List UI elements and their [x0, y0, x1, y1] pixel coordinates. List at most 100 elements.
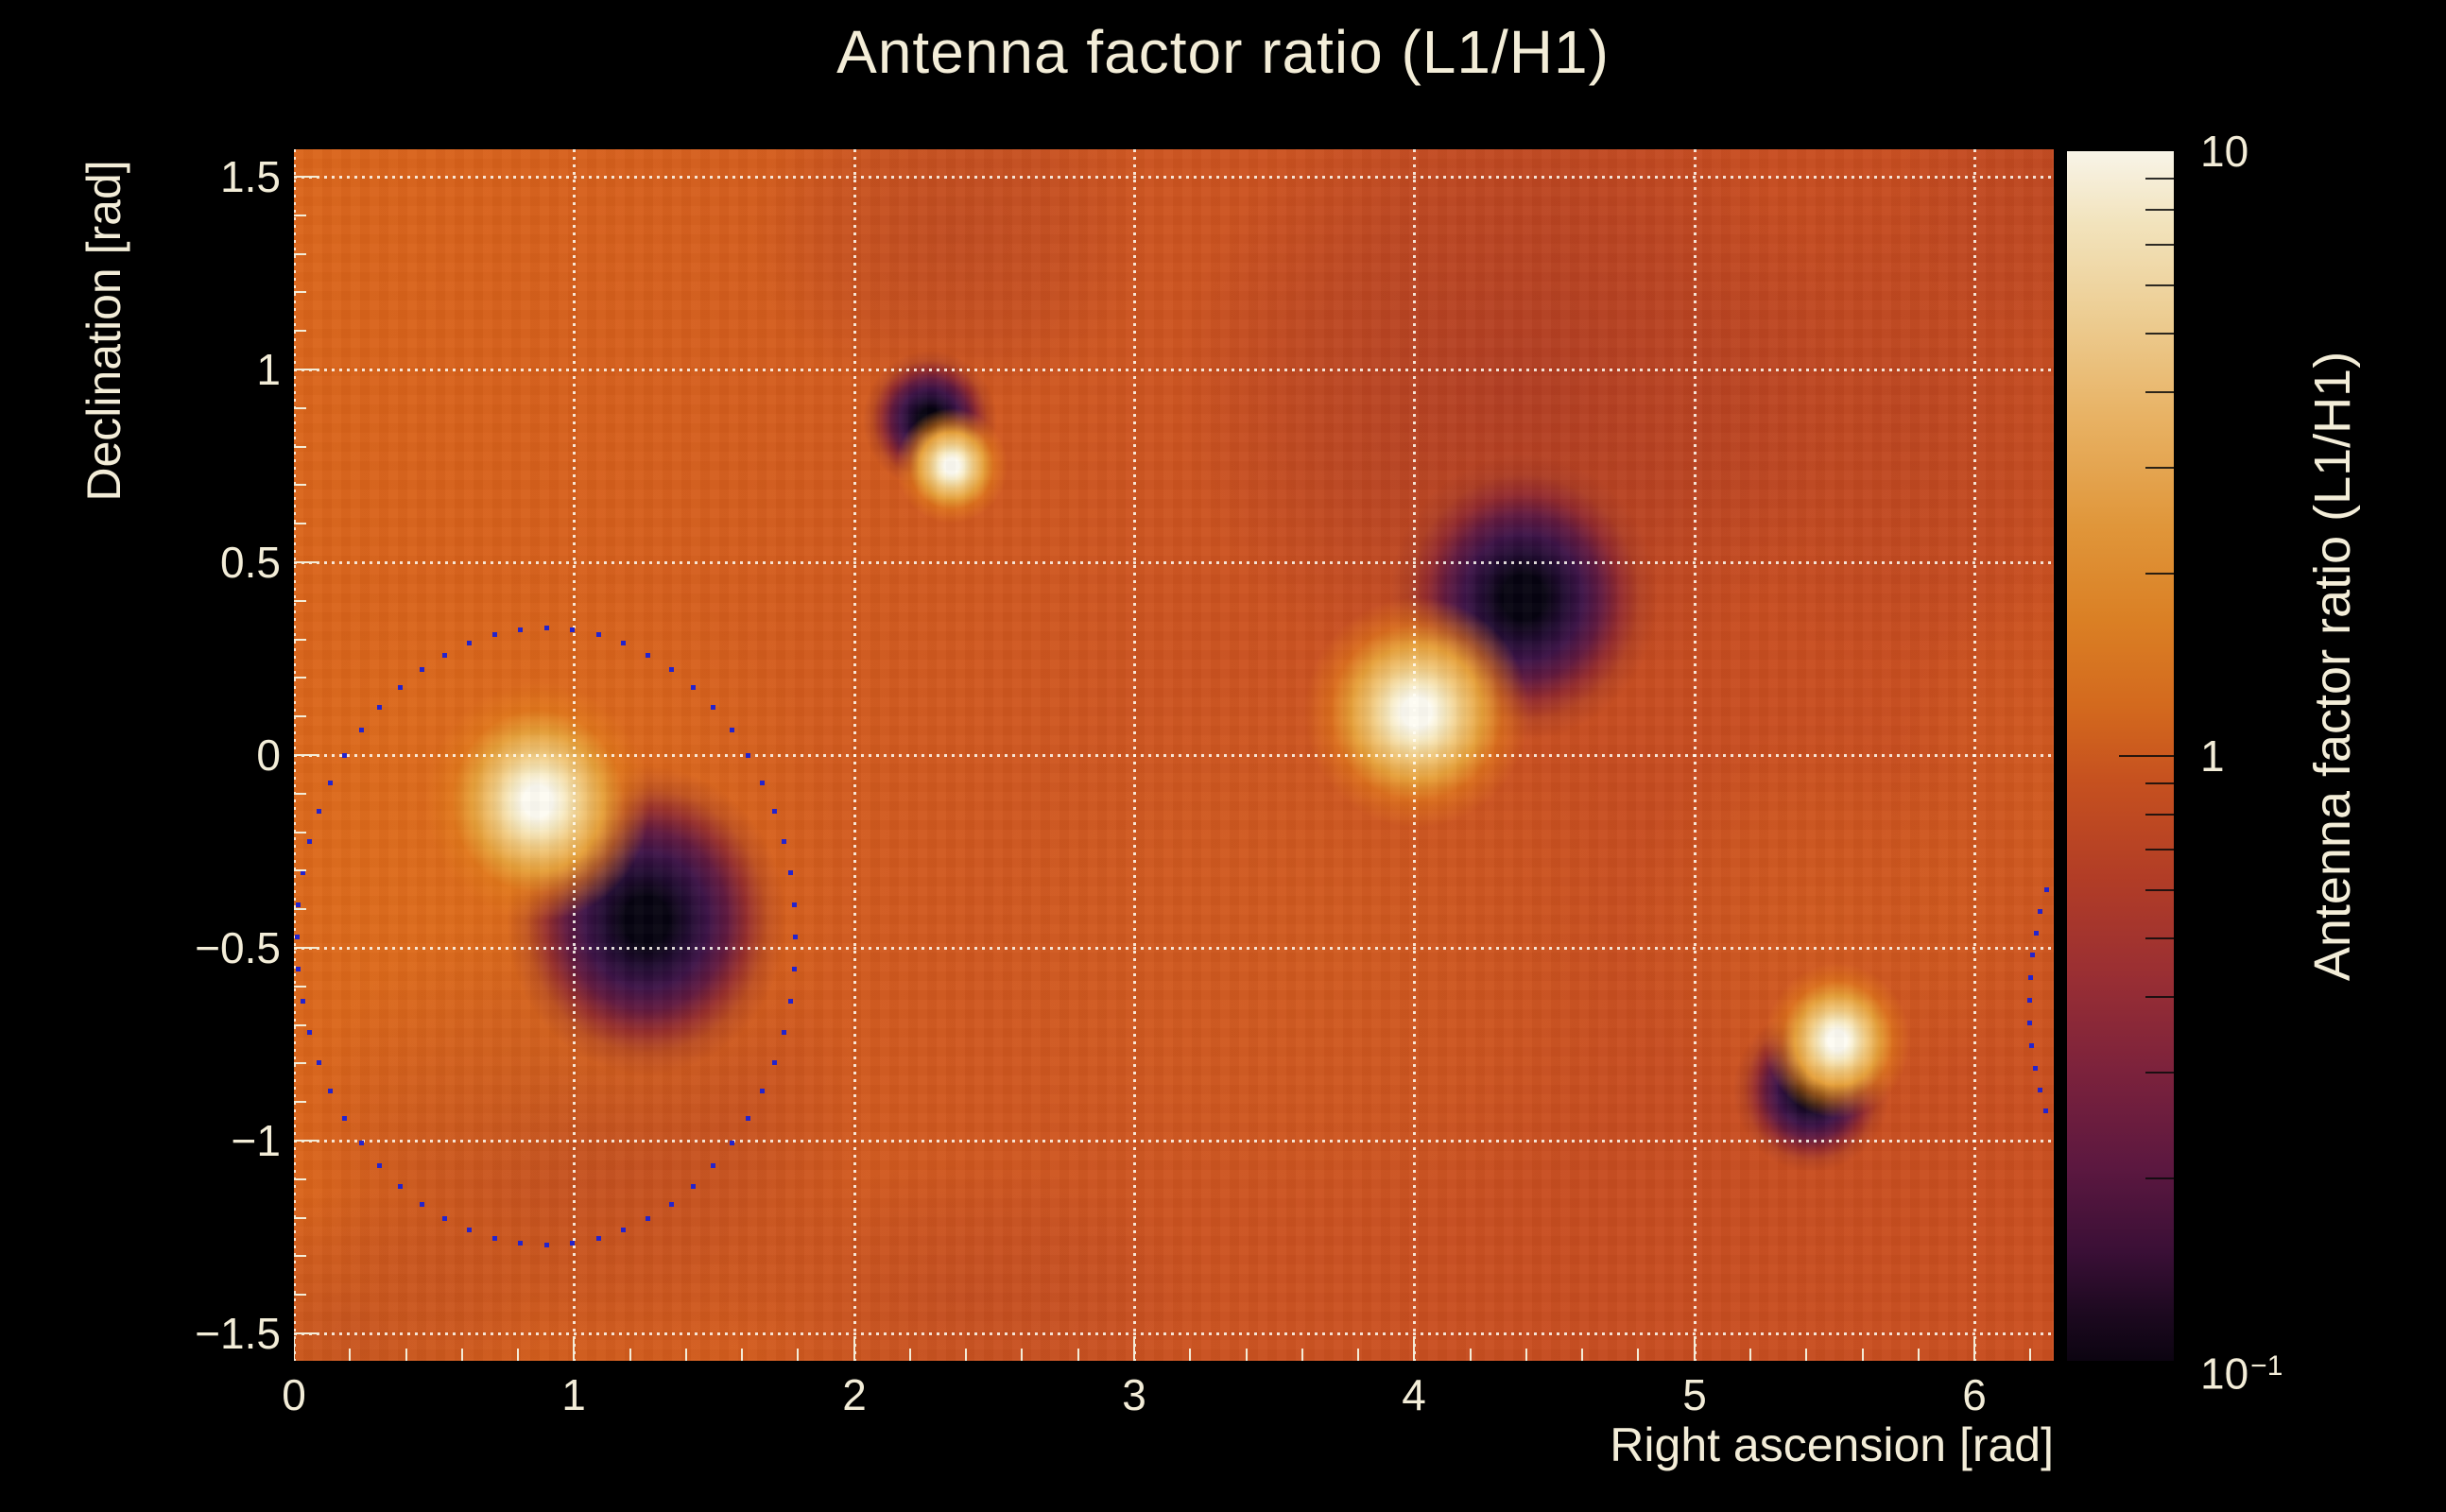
- contour-dot: [2044, 887, 2049, 892]
- tick-x-minor: [1805, 1349, 1807, 1361]
- colorbar-axis-title: Antenna factor ratio (L1/H1): [2304, 351, 2361, 982]
- contour-dot: [307, 1030, 312, 1035]
- contour-dot: [2038, 1088, 2042, 1092]
- tick-y-minor: [294, 639, 306, 641]
- contour-dot: [359, 728, 364, 732]
- colorbar-tick-minor: [2145, 849, 2174, 850]
- gridline-dec-0: [294, 754, 2054, 757]
- tick-y-minor: [294, 677, 306, 679]
- contour-dot: [398, 1184, 403, 1189]
- contour-dot: [342, 1116, 347, 1121]
- contour-dot: [442, 653, 447, 658]
- colorbar-tick-minor: [2145, 1072, 2174, 1074]
- tick-x-major-0: [294, 1336, 295, 1361]
- tick-x-minor: [1749, 1349, 1751, 1361]
- tick-y-minor: [294, 1062, 306, 1064]
- tick-x-major-6: [1973, 1336, 1975, 1361]
- colorbar-label-10: 10: [2200, 129, 2248, 174]
- colorbar-tick-minor: [2145, 573, 2174, 575]
- contour-dot: [792, 902, 797, 907]
- gridline-dec-0.5: [294, 561, 2054, 564]
- tick-y-major-0.5: [294, 561, 319, 563]
- tick-y-minor: [294, 793, 306, 795]
- contour-dot: [2030, 953, 2035, 957]
- tick-x-minor: [1301, 1349, 1303, 1361]
- y-tick-label-0: 0: [256, 730, 281, 780]
- tick-y-minor: [294, 446, 306, 448]
- tick-y-major--0.5: [294, 947, 319, 949]
- tick-y-major--1: [294, 1140, 319, 1142]
- contour-dot: [342, 753, 347, 758]
- tick-x-minor: [1637, 1349, 1639, 1361]
- colorbar-tick-minor: [2145, 244, 2174, 246]
- contour-dot: [442, 1216, 447, 1221]
- tick-x-minor: [1077, 1349, 1079, 1361]
- y-tick-label-0.5: 0.5: [220, 538, 281, 587]
- contour-dot: [518, 627, 523, 632]
- gridline-dec-1: [294, 369, 2054, 371]
- tick-y-minor: [294, 215, 306, 216]
- tick-y-minor: [294, 523, 306, 524]
- tick-x-major-5: [1694, 1336, 1696, 1361]
- tick-x-minor: [1918, 1349, 1920, 1361]
- colorbar-tick-minor: [2145, 937, 2174, 939]
- contour-dot: [518, 1241, 523, 1246]
- contour-dot: [782, 1030, 786, 1035]
- x-tick-label-4: 4: [1402, 1370, 1426, 1419]
- y-axis-title: Declination [rad]: [78, 160, 130, 502]
- contour-dot: [296, 967, 301, 971]
- contour-dot: [317, 1060, 321, 1065]
- tick-y-minor: [294, 1178, 306, 1180]
- tick-y-minor: [294, 908, 306, 910]
- contour-dot: [2033, 1066, 2038, 1071]
- tick-y-minor: [294, 253, 306, 255]
- colorbar-tick-minor: [2145, 467, 2174, 469]
- contour-dot: [2027, 1021, 2032, 1025]
- tick-x-minor: [685, 1349, 687, 1361]
- contour-dot: [746, 1116, 750, 1121]
- contour-dot: [646, 1216, 650, 1221]
- heatmap-plot: [294, 149, 2054, 1361]
- x-tick-label-0: 0: [282, 1370, 306, 1419]
- tick-x-minor: [1862, 1349, 1864, 1361]
- contour-dot: [328, 781, 333, 785]
- x-tick-label-6: 6: [1962, 1370, 1987, 1419]
- tick-x-minor: [1246, 1349, 1248, 1361]
- colorbar-tick-minor: [2145, 996, 2174, 998]
- gridline-dec-1.5: [294, 176, 2054, 179]
- contour-dot: [596, 1236, 601, 1241]
- contour-dot: [420, 667, 424, 672]
- contour-dot: [492, 1236, 497, 1241]
- colorbar-tick-major-1: [2119, 755, 2174, 757]
- tick-x-minor: [349, 1349, 351, 1361]
- tick-x-minor: [1525, 1349, 1527, 1361]
- contour-dot: [377, 705, 382, 710]
- x-tick-label-3: 3: [1122, 1370, 1146, 1419]
- contour-dot: [544, 1243, 549, 1247]
- colorbar-label-base: 10: [2200, 1349, 2249, 1399]
- contour-dot: [730, 1141, 734, 1145]
- y-tick-label-1: 1: [256, 345, 281, 394]
- y-tick-label-1.5: 1.5: [220, 152, 281, 201]
- colorbar-label-0.1: 10−1: [2200, 1342, 2282, 1396]
- contour-dot: [2028, 975, 2033, 980]
- contour-dot: [2034, 931, 2039, 936]
- contour-dot: [788, 870, 793, 875]
- x-axis-title: Right ascension [rad]: [1610, 1418, 2054, 1471]
- tick-y-major-1: [294, 369, 319, 370]
- contour-dot: [570, 627, 575, 632]
- colorbar-label-1: 1: [2200, 733, 2225, 779]
- colorbar-tick-minor: [2145, 782, 2174, 784]
- contour-dot: [301, 870, 305, 875]
- y-tick-label--0.5: −0.5: [195, 923, 281, 972]
- tick-y-minor: [294, 407, 306, 409]
- contour-dot: [669, 1202, 674, 1207]
- tick-y-minor: [294, 1101, 306, 1103]
- contour-dot: [621, 641, 626, 645]
- tick-x-minor: [1189, 1349, 1191, 1361]
- colorbar-tick-minor: [2145, 391, 2174, 393]
- contour-dot: [317, 809, 321, 814]
- tick-y-minor: [294, 1255, 306, 1257]
- gridline-dec--1: [294, 1140, 2054, 1143]
